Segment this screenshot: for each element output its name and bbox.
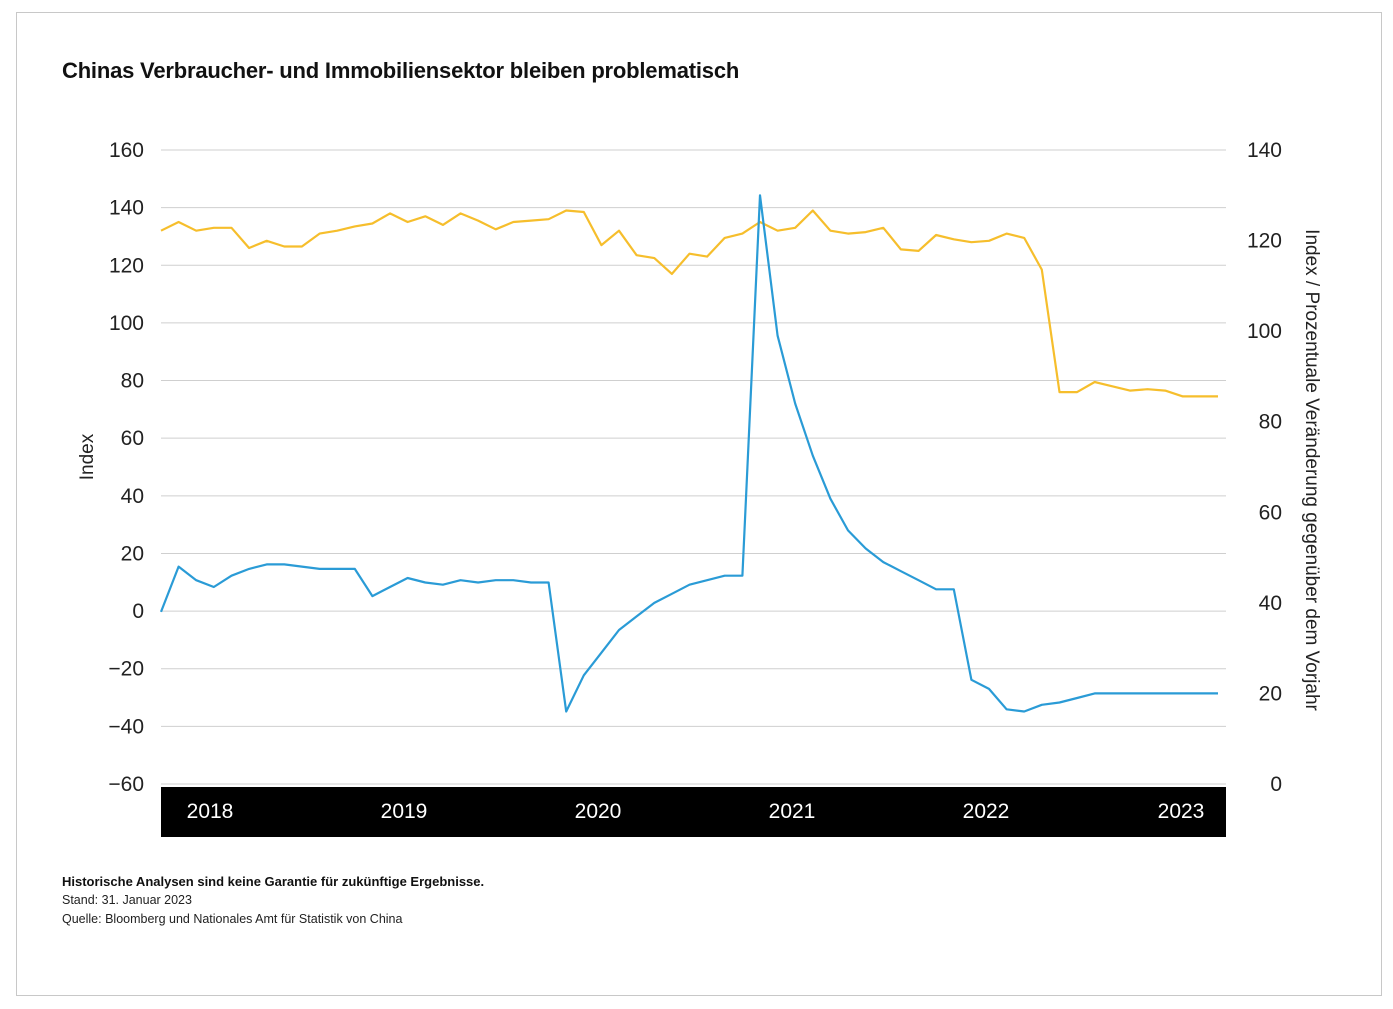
footer-disclaimer: Historische Analysen sind keine Garantie… <box>62 874 485 889</box>
left-tick-label: 120 <box>109 254 144 277</box>
right-tick-label: 80 <box>1259 411 1282 434</box>
year-band <box>161 787 1226 837</box>
left-tick-label: 100 <box>109 312 144 335</box>
footer-source: Quelle: Bloomberg und Nationales Amt für… <box>62 912 403 926</box>
blue-series-line <box>159 194 1218 713</box>
left-tick-label: 60 <box>121 427 144 450</box>
gridlines <box>161 149 1226 785</box>
right-tick-label: 0 <box>1270 773 1282 796</box>
chart-frame <box>16 12 1382 996</box>
left-tick-label: 0 <box>132 600 144 623</box>
right-tick-label: 40 <box>1259 592 1282 615</box>
year-labels: 2018 2019 2020 2021 2022 2023 <box>187 800 1205 823</box>
right-tick-label: 60 <box>1259 501 1282 524</box>
right-tick-label: 100 <box>1247 320 1282 343</box>
left-tick-label: 40 <box>121 485 144 508</box>
series-lines <box>159 194 1218 713</box>
chart-title: Chinas Verbraucher- und Immobiliensektor… <box>62 58 740 83</box>
left-axis-label: Index <box>77 433 98 480</box>
left-tick-label: −20 <box>108 658 144 681</box>
right-tick-label: 140 <box>1247 139 1282 162</box>
left-axis-ticks: 160 140 120 100 80 60 40 20 0 −20 −40 −60 <box>108 139 144 796</box>
left-tick-label: −40 <box>108 715 144 738</box>
year-label: 2018 <box>187 800 234 823</box>
year-label: 2020 <box>575 800 622 823</box>
left-tick-label: 160 <box>109 139 144 162</box>
left-tick-label: 80 <box>121 370 144 393</box>
right-axis-ticks: 140 120 100 80 60 40 20 0 <box>1247 139 1282 796</box>
right-axis-label: Index / Prozentuale Veränderung gegenübe… <box>1301 229 1322 711</box>
left-tick-label: 20 <box>121 542 144 565</box>
year-label: 2023 <box>1158 800 1205 823</box>
year-label: 2022 <box>963 800 1010 823</box>
yellow-series-line <box>160 209 1218 398</box>
right-tick-label: 20 <box>1259 682 1282 705</box>
left-tick-label: −60 <box>108 773 144 796</box>
left-tick-label: 140 <box>109 197 144 220</box>
year-label: 2021 <box>769 800 816 823</box>
year-label: 2019 <box>381 800 428 823</box>
footer-date: Stand: 31. Januar 2023 <box>62 893 192 907</box>
right-tick-label: 120 <box>1247 230 1282 253</box>
